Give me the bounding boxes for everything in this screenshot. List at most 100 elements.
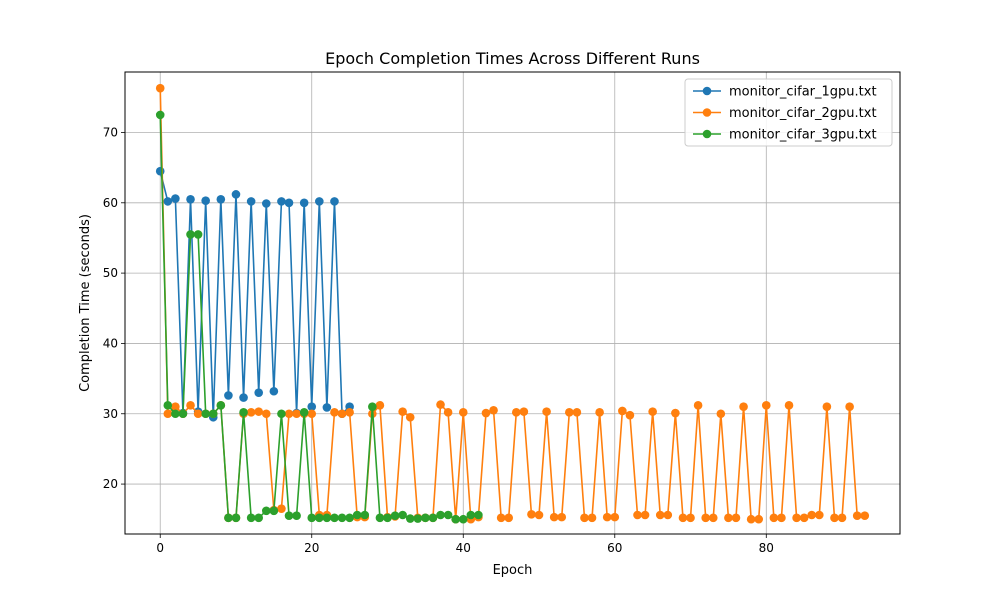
series-2-point (155, 83, 165, 93)
series-3-point (239, 408, 248, 417)
series-3-point (201, 409, 210, 419)
series-2-point (610, 512, 620, 522)
series-3-point (269, 506, 279, 516)
y-tick-label: 20 (103, 477, 118, 491)
legend-marker-2 (702, 108, 712, 117)
series-3-point (231, 513, 241, 523)
series-2-point (860, 511, 870, 521)
series-2-point (375, 401, 385, 410)
series-3-point (474, 510, 483, 520)
series-1-point (224, 391, 233, 400)
series-2-point (587, 513, 597, 523)
series-2-point (731, 513, 741, 523)
series-2-point (777, 513, 786, 523)
series-2-point (542, 407, 551, 416)
series-3-point (428, 513, 438, 523)
y-tick-label: 40 (103, 336, 118, 350)
series-3-point (330, 513, 339, 523)
series-2-point (618, 406, 627, 416)
series-2-point (852, 511, 862, 521)
series-2-point (830, 513, 839, 523)
series-2-point (261, 409, 271, 419)
series-1-point (239, 393, 248, 402)
series-2-point (769, 513, 779, 523)
series-3-point (390, 511, 400, 521)
series-2-point (565, 408, 574, 417)
series-2-point (602, 512, 612, 522)
series-3-point (352, 510, 362, 520)
series-1-point (284, 198, 294, 208)
series-2-point (443, 408, 453, 417)
series-1-point (261, 199, 271, 208)
series-2-point (633, 510, 642, 520)
series-2-point (337, 409, 347, 419)
series-2-point (693, 401, 703, 410)
series-3-point (458, 514, 468, 524)
series-2-point (398, 407, 407, 416)
series-3-point (307, 513, 317, 523)
series-2-point (307, 409, 317, 419)
series-layer (155, 83, 870, 524)
series-3-point (315, 513, 324, 523)
series-3-point (186, 230, 195, 239)
legend: monitor_cifar_1gpu.txt monitor_cifar_2gpu… (684, 78, 893, 147)
series-3-point (299, 408, 309, 417)
x-tick-label: 40 (456, 541, 471, 555)
series-2-point (246, 408, 256, 417)
series-3-point (171, 409, 180, 419)
legend-box (684, 78, 893, 147)
series-2-point (739, 402, 748, 412)
series-2-point (792, 513, 801, 523)
series-3-point (254, 513, 264, 523)
series-3-point (208, 409, 218, 419)
series-2-point (580, 513, 589, 523)
series-2-point (193, 409, 203, 419)
series-2-point (519, 407, 529, 416)
series-3-point (277, 409, 286, 419)
series-1-point (307, 402, 317, 412)
series-1-point (269, 386, 279, 396)
series-2-point (640, 510, 650, 520)
series-2-point (815, 510, 824, 520)
legend-marker-1 (702, 86, 712, 96)
series-1-point (246, 197, 256, 206)
x-tick-label: 80 (759, 541, 774, 555)
series-2-point (648, 407, 657, 416)
series-3-point (383, 513, 392, 523)
x-axis-label: Epoch (493, 563, 533, 578)
series-2-point (549, 512, 559, 522)
series-1-point (201, 196, 210, 205)
series-2-point (504, 513, 514, 523)
series-2-point (481, 408, 491, 418)
chart-title: Epoch Completion Times Across Different … (325, 49, 700, 68)
series-3-point (322, 513, 332, 523)
series-2-point (254, 407, 264, 416)
series-3-point (178, 409, 188, 419)
y-tick-label: 50 (103, 266, 118, 280)
series-2-point (163, 409, 173, 419)
series-2-point (595, 408, 604, 417)
series-1-point (254, 388, 264, 397)
series-3-point (405, 514, 415, 523)
series-1-point (155, 166, 165, 176)
series-1-point (277, 197, 286, 206)
series-3-point (451, 514, 460, 524)
legend-label-3: monitor_cifar_3gpu.txt (729, 128, 877, 143)
series-2-point (292, 409, 301, 419)
series-2-point (845, 402, 854, 412)
x-tick-label: 60 (607, 541, 622, 555)
series-2-point (527, 510, 536, 519)
series-3-point (368, 402, 377, 412)
series-3-point (284, 511, 294, 521)
series-2-point (663, 510, 673, 520)
series-3-point (413, 514, 423, 523)
series-2-point (754, 514, 764, 524)
series-3-point (345, 513, 354, 523)
y-tick-label: 30 (103, 407, 118, 421)
series-1-point (315, 197, 324, 206)
series-2-point (277, 504, 286, 513)
series-3-point (443, 510, 453, 520)
series-2-point (799, 513, 809, 523)
series-3-point (155, 110, 165, 120)
series-2-point (716, 409, 726, 419)
